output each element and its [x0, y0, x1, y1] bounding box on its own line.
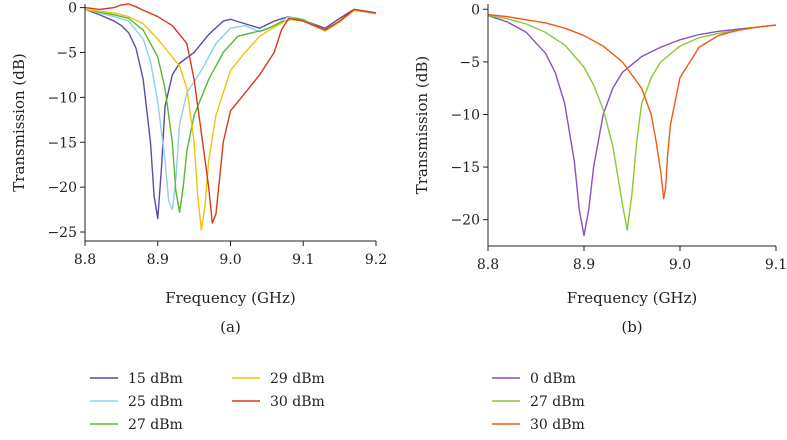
chart-2-y-tick-label: −10 — [450, 107, 480, 123]
chart-1-series-line-5 — [84, 3, 377, 224]
chart-1-x-tick-label: 9.1 — [292, 252, 314, 268]
chart-2-series-line-2 — [487, 14, 777, 231]
chart-1-series-line-3 — [84, 8, 377, 213]
chart-2-x-tick-label: 9.0 — [669, 257, 691, 273]
chart-1-x-tick-label: 9.0 — [219, 252, 241, 268]
chart-2-series-line-3 — [487, 13, 777, 200]
chart-1-y-tick-label: −10 — [47, 90, 77, 106]
chart-1-x-tick-label: 9.2 — [365, 252, 387, 268]
chart-1-series-line-1 — [84, 8, 377, 220]
chart-2-x-axis-label: Frequency (GHz) — [567, 289, 698, 307]
chart-2-x-tick-label: 8.8 — [477, 257, 499, 273]
chart-2-y-tick-label: −20 — [450, 213, 480, 229]
chart-1-series-line-2 — [84, 8, 377, 211]
chart-1-legend-label: 30 dBm — [270, 394, 325, 410]
chart-2-y-tick-label: −15 — [450, 160, 480, 176]
chart-1-y-tick-label: −5 — [56, 45, 77, 61]
chart-1-y-axis-label: Transmission (dB) — [10, 53, 28, 191]
chart-1-x-tick-label: 8.9 — [147, 252, 169, 268]
chart-2-x-tick-label: 8.9 — [573, 257, 595, 273]
chart-2-x-tick-label: 9.1 — [765, 257, 787, 273]
chart-1-y-tick-label: 0 — [68, 1, 77, 17]
chart-2-series-line-1 — [487, 14, 777, 237]
chart-2-legend-label: 0 dBm — [530, 371, 576, 387]
chart-2-legend-label: 30 dBm — [530, 417, 585, 433]
chart-1-legend-label: 15 dBm — [128, 371, 183, 387]
chart-1-legend-label: 27 dBm — [128, 417, 183, 433]
chart-1-legend-label: 29 dBm — [270, 371, 325, 387]
chart-1-panel-label: (a) — [220, 318, 241, 336]
chart-2-y-tick-label: 0 — [471, 2, 480, 18]
chart-1-series-line-4 — [84, 8, 377, 231]
chart-1-x-axis-label: Frequency (GHz) — [165, 289, 296, 307]
chart-2-panel-label: (b) — [621, 318, 642, 336]
chart-1-legend-label: 25 dBm — [128, 394, 183, 410]
chart-1-y-tick-label: −15 — [47, 135, 77, 151]
chart-2-y-tick-label: −5 — [459, 55, 480, 71]
chart-2-legend-label: 27 dBm — [530, 394, 585, 410]
chart-1-y-tick-label: −25 — [47, 225, 77, 241]
chart-1-y-tick-label: −20 — [47, 180, 77, 196]
chart-2-y-axis-label: Transmission (dB) — [413, 56, 431, 194]
chart-1-x-tick-label: 8.8 — [74, 252, 96, 268]
